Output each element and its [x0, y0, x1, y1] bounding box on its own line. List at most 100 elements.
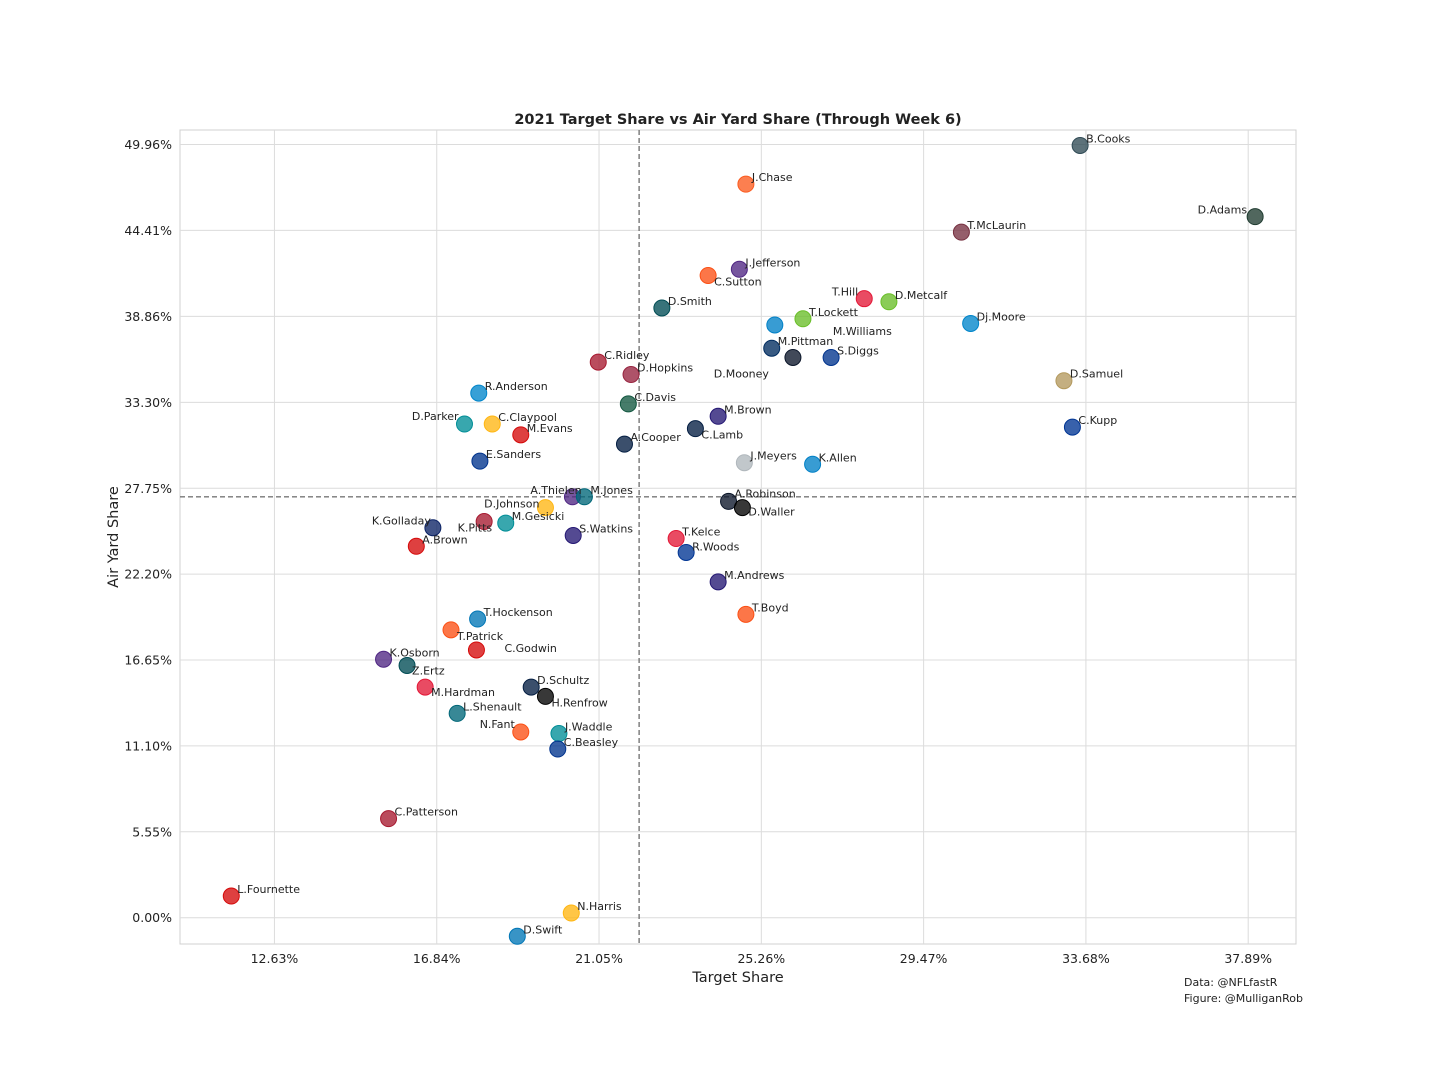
data-point — [508, 927, 526, 945]
data-point — [380, 810, 398, 828]
data-point — [952, 223, 970, 241]
point-label: C.Ridley — [604, 349, 650, 362]
data-point — [677, 543, 695, 561]
y-tick-label: 44.41% — [124, 223, 172, 238]
point-label: T.Lockett — [808, 306, 859, 319]
data-point — [766, 316, 784, 334]
reference-lines — [180, 130, 1296, 944]
chart-title: 2021 Target Share vs Air Yard Share (Thr… — [514, 112, 961, 128]
x-tick-label: 29.47% — [900, 951, 948, 966]
data-point — [455, 415, 473, 433]
point-label: M.Brown — [724, 403, 772, 416]
point-label: M.Andrews — [724, 569, 785, 582]
data-point — [1071, 136, 1089, 154]
data-point — [483, 415, 501, 433]
data-point — [416, 678, 434, 696]
data-point — [730, 260, 748, 278]
data-point — [469, 610, 487, 628]
data-point — [667, 530, 685, 548]
data-point — [709, 573, 727, 591]
point-label: D.Samuel — [1070, 368, 1123, 381]
point-label: L.Shenault — [463, 700, 522, 713]
y-tick-label: 38.86% — [124, 309, 172, 324]
point-label: A.Robinson — [735, 487, 796, 500]
point-label: H.Renfrow — [551, 696, 607, 709]
data-point — [549, 740, 567, 758]
point-label: C.Patterson — [395, 806, 458, 819]
point-label: A.Brown — [422, 533, 467, 546]
data-point — [375, 650, 393, 668]
data-point — [512, 426, 530, 444]
point-label: D.Adams — [1198, 204, 1248, 217]
y-tick-label: 33.30% — [124, 395, 172, 410]
data-point — [222, 887, 240, 905]
data-point — [794, 310, 812, 328]
data-point — [709, 407, 727, 425]
point-label: D.Hopkins — [637, 362, 693, 375]
point-label: C.Beasley — [564, 736, 619, 749]
point-label: C.Sutton — [714, 275, 761, 288]
point-label: D.Mooney — [714, 367, 770, 380]
data-point — [564, 526, 582, 544]
y-tick-label: 49.96% — [124, 137, 172, 152]
data-point — [615, 435, 633, 453]
point-label: D.Johnson — [484, 498, 539, 511]
y-tick-label: 22.20% — [124, 567, 172, 582]
data-point — [536, 499, 554, 517]
point-label: T.Hill — [831, 286, 858, 299]
y-tick-label: 5.55% — [132, 824, 172, 839]
data-point — [575, 488, 593, 506]
point-labels: B.Cooks J.Chase D.Adams T.McLaurin J.Jeffers… — [237, 132, 1247, 936]
data-point — [589, 353, 607, 371]
point-label: J.Waddle — [564, 721, 613, 734]
point-label: D.Swift — [523, 923, 563, 936]
figure-credit: Figure: @MulliganRob — [1184, 992, 1303, 1005]
point-label: A.Thielen — [530, 484, 581, 497]
point-label: K.Allen — [819, 451, 857, 464]
data-point — [804, 455, 822, 473]
x-tick-label: 12.63% — [251, 951, 299, 966]
point-label: T.Patrick — [456, 630, 504, 643]
data-point — [737, 175, 755, 193]
data-point — [407, 537, 425, 555]
data-point — [1055, 372, 1073, 390]
y-axis-ticks: 0.00% 5.55% 11.10% 16.65% 22.20% 27.75% 33.30%… — [124, 137, 172, 925]
x-tick-label: 25.26% — [737, 951, 785, 966]
data-point — [737, 605, 755, 623]
point-label: D.Schultz — [537, 674, 589, 687]
data-point — [653, 299, 671, 317]
data-points — [222, 136, 1264, 945]
point-label: Dj.Moore — [977, 310, 1026, 323]
point-label: J.Chase — [751, 171, 793, 184]
data-point — [619, 395, 637, 413]
data-point — [562, 904, 580, 922]
data-point — [784, 348, 802, 366]
x-tick-label: 21.05% — [575, 951, 623, 966]
data-point — [497, 514, 515, 532]
point-label: J.Meyers — [749, 450, 797, 463]
data-point — [471, 452, 489, 470]
grid-lines — [180, 130, 1296, 944]
point-label: M.Hardman — [431, 686, 495, 699]
point-label: M.Jones — [590, 484, 633, 497]
point-label: C.Lamb — [701, 429, 743, 442]
point-label: C.Claypool — [498, 411, 557, 424]
data-credit: Data: @NFLfastR — [1184, 976, 1278, 989]
point-label: R.Anderson — [485, 380, 548, 393]
data-point — [855, 290, 873, 308]
data-point — [686, 420, 704, 438]
point-label: A.Cooper — [630, 431, 681, 444]
point-label: T.McLaurin — [966, 219, 1026, 232]
point-label: M.Gesicki — [512, 510, 565, 523]
y-tick-label: 0.00% — [132, 910, 172, 925]
data-point — [1063, 418, 1081, 436]
point-label: T.Hockenson — [483, 606, 553, 619]
data-point — [962, 314, 980, 332]
data-point — [622, 366, 640, 384]
point-label: R.Woods — [692, 540, 739, 553]
point-label: M.Pittman — [778, 335, 834, 348]
point-label: Z.Ertz — [412, 664, 445, 677]
point-label: N.Fant — [480, 718, 516, 731]
data-point — [536, 687, 554, 705]
data-point — [880, 293, 898, 311]
